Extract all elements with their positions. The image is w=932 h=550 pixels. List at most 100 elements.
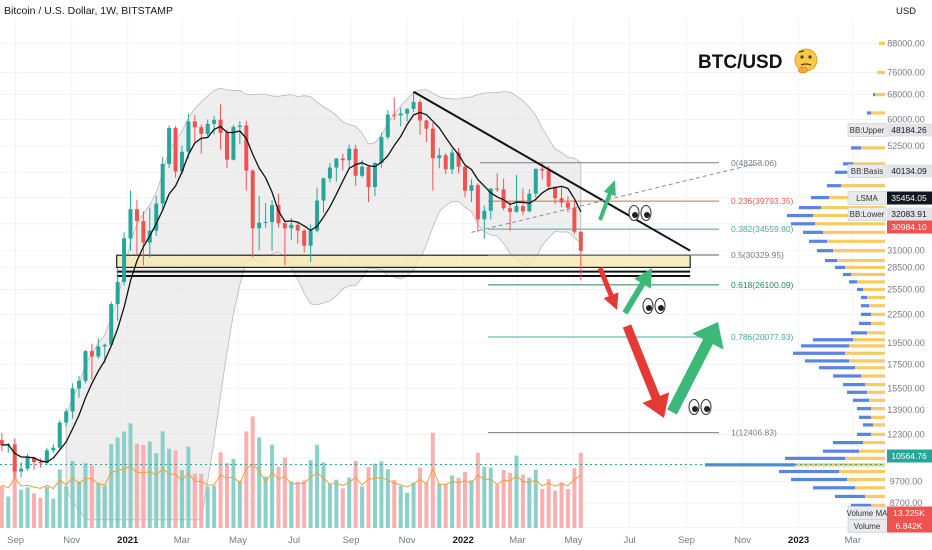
volume-bar (179, 470, 184, 528)
volume-bar (96, 482, 101, 528)
badge-value: 10564.76 (891, 451, 927, 461)
price-tick-label: 60000.00 (887, 114, 925, 124)
candle-body (366, 166, 371, 188)
eyes-icon (628, 205, 652, 221)
badge-value: 6.842K (896, 521, 923, 531)
candle-body (173, 127, 178, 172)
symbol-title: Bitcoin / U.S. Dollar, 1W, BITSTAMP (4, 5, 173, 17)
last-price-badge: 30984.10 (887, 220, 932, 234)
arrow-up-icon (622, 268, 652, 315)
volume-bar (218, 452, 223, 528)
time-tick-label: Mar (845, 535, 861, 546)
candle-body (443, 155, 448, 170)
time-tick-label: May (564, 535, 582, 546)
candle-body (475, 185, 480, 220)
profile-bar-sell (791, 477, 847, 482)
profile-bar-buy (841, 184, 885, 188)
candle-body (463, 166, 468, 191)
price-badges: BB:Upper 48184.26 BB:Basis 40134.09 LSMA 3545… (847, 123, 932, 533)
candle-body (109, 304, 114, 345)
volume-bar (559, 482, 564, 528)
profile-bar-sell (803, 230, 823, 234)
candle-body (340, 158, 345, 161)
badge-value: 32083.91 (891, 209, 927, 219)
fib-level-label: 0.236(39793.35) (731, 196, 794, 206)
candle-body (327, 167, 332, 179)
candle-body (186, 121, 191, 152)
volume-bar (199, 473, 204, 528)
price-tick-label: 31000.00 (887, 246, 925, 256)
volume-bar (302, 480, 307, 528)
volume-bar (398, 485, 403, 528)
profile-bar-sell (861, 304, 869, 308)
profile-bar-sell (819, 366, 855, 370)
badge-label: Volume MA (847, 509, 889, 518)
profile-bar-buy (845, 456, 885, 460)
volume-bar (372, 463, 377, 528)
volume-bar (128, 423, 133, 528)
time-axis[interactable]: Sep Nov 2021 Mar May Jul Sep Nov 2022 Mar May Jul Se… (7, 535, 861, 546)
volume-bar (109, 443, 114, 528)
candle-body (501, 189, 506, 209)
candle-body (51, 447, 56, 451)
price-tick-label: 17500.00 (887, 359, 925, 369)
badge-label-bg (847, 519, 887, 533)
candle-body (321, 178, 326, 201)
profile-bar-buy (877, 70, 885, 75)
profile-bar-buy (867, 331, 885, 335)
profile-bar-buy (855, 486, 885, 490)
candle-body (469, 185, 474, 191)
price-tick-label: 15500.00 (887, 383, 925, 393)
price-tick-label: 9700.00 (890, 477, 923, 487)
profile-bar-sell (809, 239, 827, 243)
candle-body (417, 102, 422, 121)
profile-bar-buy (867, 390, 885, 394)
candle-body (102, 344, 107, 347)
volume-bar (224, 463, 229, 528)
candle-body (437, 155, 442, 159)
badge-value-bg (887, 449, 932, 463)
profile-bar-buy (839, 469, 885, 474)
profile-bar-sell (813, 486, 855, 490)
price-tick-label: 88000.00 (887, 38, 925, 48)
badge-value-bg (887, 506, 932, 520)
eyes-icon (642, 298, 666, 314)
volume-bar (501, 469, 506, 528)
candle-body (553, 186, 558, 199)
profile-bar-sell (857, 407, 871, 411)
profile-bar-sell (811, 195, 829, 200)
volume-bar (488, 467, 493, 528)
badge-label: BB:Upper (850, 126, 885, 135)
volume-bar (192, 473, 197, 528)
profile-bar-sell (801, 344, 849, 348)
badge-value-bg (887, 191, 932, 205)
volume-bar (83, 463, 88, 528)
volume-bar (57, 469, 62, 528)
eye-pupil (646, 305, 652, 311)
bb-upper-badge: BB:Upper 48184.26 (847, 123, 932, 137)
volume-bar (340, 488, 345, 528)
profile-bar-sell (853, 398, 869, 402)
volume-bar (327, 483, 332, 528)
profile-bar-sell (857, 287, 863, 292)
volume-bar (32, 493, 36, 528)
badge-label: LSMA (856, 194, 878, 203)
price-tick-label: 28500.00 (887, 262, 925, 272)
time-tick-label: Jul (623, 535, 635, 546)
candlesticks[interactable] (0, 91, 583, 478)
profile-bar-sell (791, 222, 815, 226)
volume-bar (19, 489, 24, 528)
time-tick-label: Nov (734, 535, 751, 546)
volume-bar (89, 465, 94, 528)
candle-body (38, 462, 43, 464)
volume-ma-badge: Volume MA 13.225K (847, 506, 932, 520)
candle-body (270, 205, 275, 223)
volume-bar (347, 477, 352, 528)
fibonacci-retracement: 0(48253.06) 0.236(39793.35) 0.382(34559.80… (0, 158, 885, 466)
volume-bar (392, 479, 397, 528)
candle-body (224, 132, 229, 160)
volume-bar (450, 475, 455, 528)
candle-body (237, 125, 242, 127)
candle-body (559, 198, 564, 203)
